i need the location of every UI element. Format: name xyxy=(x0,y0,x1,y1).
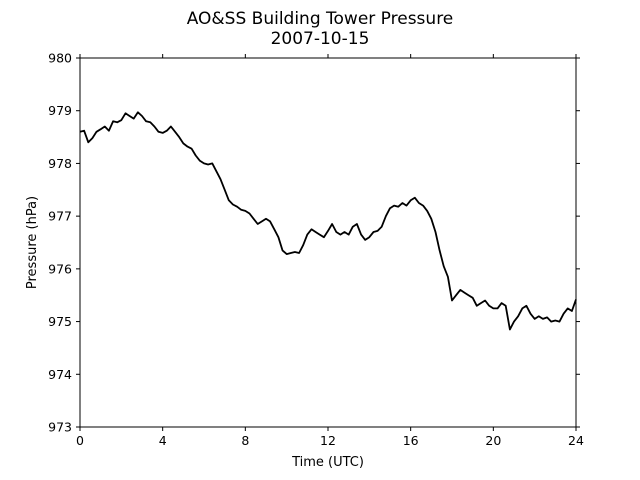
y-tick-label: 979 xyxy=(48,103,72,118)
x-tick-label: 20 xyxy=(485,433,501,448)
y-axis: 973 974 975 976 977 978 979 980 xyxy=(48,51,580,435)
y-tick-label: 973 xyxy=(48,420,72,435)
y-tick-label: 975 xyxy=(48,314,72,329)
x-tick-label: 8 xyxy=(241,433,249,448)
chart-title: AO&SS Building Tower Pressure xyxy=(187,9,454,29)
x-tick-label: 24 xyxy=(568,433,584,448)
x-axis-label: Time (UTC) xyxy=(291,455,364,470)
x-tick-label: 12 xyxy=(320,433,336,448)
y-axis-label: Pressure (hPa) xyxy=(25,196,40,289)
y-tick-label: 974 xyxy=(48,367,72,382)
y-tick-label: 976 xyxy=(48,261,72,276)
y-tick-label: 978 xyxy=(48,156,72,171)
plot-frame xyxy=(79,57,577,428)
y-tick-label: 980 xyxy=(48,51,72,66)
pressure-line xyxy=(79,111,577,331)
y-tick-label: 977 xyxy=(48,209,72,224)
chart-subtitle: 2007-10-15 xyxy=(271,29,370,49)
x-tick-label: 16 xyxy=(403,433,419,448)
x-axis: 0 4 8 12 16 20 24 xyxy=(76,54,584,448)
x-tick-label: 0 xyxy=(76,433,84,448)
x-tick-label: 4 xyxy=(159,433,167,448)
